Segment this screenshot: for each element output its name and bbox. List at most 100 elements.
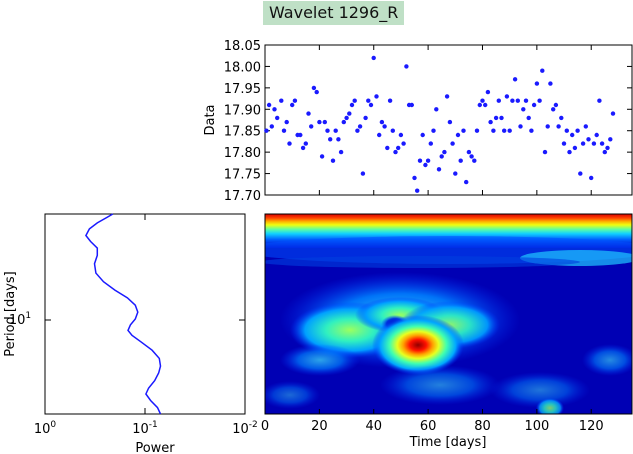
- data-point: [311, 85, 317, 91]
- data-point: [605, 145, 610, 151]
- power-xlabel: Power: [135, 441, 175, 454]
- data-point: [545, 124, 550, 129]
- xtick-label: 80: [474, 419, 491, 434]
- data-point: [360, 171, 366, 176]
- data-point: [264, 128, 269, 133]
- data-point: [300, 145, 306, 151]
- data-point: [390, 128, 395, 133]
- data-point: [287, 141, 292, 146]
- power-curve: [85, 213, 162, 415]
- data-point: [434, 107, 439, 112]
- data-point: [298, 132, 303, 138]
- data-point: [491, 128, 496, 133]
- data-point: [488, 119, 493, 125]
- wavelet-panel: 0 20 40 60 80 100 120 Time [days]: [261, 213, 633, 450]
- data-point: [521, 107, 526, 112]
- data-point: [531, 102, 537, 108]
- data-point: [469, 154, 474, 159]
- data-point: [387, 98, 393, 103]
- data-point: [515, 98, 520, 103]
- data-point: [534, 81, 540, 86]
- data-point: [398, 132, 404, 138]
- data-point: [507, 128, 512, 133]
- data-point: [341, 119, 346, 125]
- xtick-label: 100: [524, 419, 549, 434]
- xtick-label: 60: [420, 419, 437, 434]
- data-point: [344, 115, 349, 121]
- power-ytick-10: 101: [9, 311, 31, 328]
- data-point: [458, 158, 463, 163]
- data-point: [355, 128, 360, 133]
- data-point: [347, 111, 352, 116]
- data-point: [284, 119, 289, 125]
- data-point: [317, 119, 322, 125]
- data-point: [396, 145, 401, 151]
- data-point: [561, 141, 567, 146]
- data-point: [269, 124, 274, 129]
- power-frame: [44, 213, 246, 415]
- lightcurve-points: [264, 55, 616, 193]
- data-point: [485, 89, 491, 95]
- wavelet-heatmap: [265, 214, 632, 414]
- data-point: [330, 158, 336, 163]
- data-point: [580, 141, 586, 146]
- data-point: [314, 89, 319, 95]
- data-point: [412, 175, 417, 181]
- data-point: [423, 162, 428, 168]
- data-point: [610, 111, 616, 116]
- data-point: [570, 132, 575, 138]
- wavelet-xticks: 0 20 40 60 80 100 120: [261, 409, 604, 434]
- data-point: [578, 171, 583, 176]
- xtick-label: 20: [311, 419, 328, 434]
- data-point: [551, 107, 556, 112]
- ytick-label: 17.80: [224, 146, 261, 161]
- data-point: [559, 115, 564, 121]
- ytick-label: 18.00: [224, 60, 261, 75]
- data-point: [564, 128, 569, 133]
- ytick-label: 17.70: [224, 189, 261, 204]
- data-point: [428, 141, 433, 146]
- data-point: [279, 98, 284, 103]
- data-point: [512, 77, 518, 82]
- data-point: [272, 107, 277, 112]
- data-point: [404, 64, 409, 69]
- data-point: [493, 115, 499, 121]
- data-point: [292, 98, 298, 103]
- data-point: [352, 98, 357, 103]
- data-point: [529, 128, 534, 133]
- data-point: [379, 119, 385, 125]
- data-point: [453, 171, 458, 176]
- data-point: [366, 98, 371, 103]
- ytick-label: 17.85: [224, 125, 261, 140]
- data-point: [464, 179, 469, 185]
- data-point: [589, 175, 594, 181]
- data-point: [349, 102, 355, 108]
- data-point: [333, 128, 338, 133]
- data-point: [499, 115, 504, 121]
- data-point: [575, 128, 580, 133]
- data-point: [322, 119, 327, 125]
- data-point: [572, 145, 578, 151]
- data-point: [540, 68, 545, 73]
- heatmap-main-peak: [372, 315, 464, 375]
- data-point: [447, 119, 453, 125]
- data-point: [472, 158, 477, 163]
- data-point: [401, 141, 406, 146]
- data-point: [450, 141, 455, 146]
- data-point: [591, 141, 597, 146]
- data-point: [461, 128, 466, 133]
- data-point: [496, 98, 501, 103]
- data-point: [306, 111, 311, 116]
- data-point: [303, 141, 308, 146]
- data-point: [266, 102, 272, 108]
- data-point: [338, 149, 344, 155]
- power-panel: 100 10-1 10-2 Power 101 Period [days]: [3, 213, 258, 454]
- xtick-label: 120: [579, 419, 604, 434]
- data-point: [309, 124, 314, 129]
- wavelet-frame: [264, 213, 633, 415]
- data-point: [477, 102, 482, 108]
- data-point: [474, 128, 480, 133]
- data-point: [597, 98, 602, 103]
- data-point: [504, 94, 510, 99]
